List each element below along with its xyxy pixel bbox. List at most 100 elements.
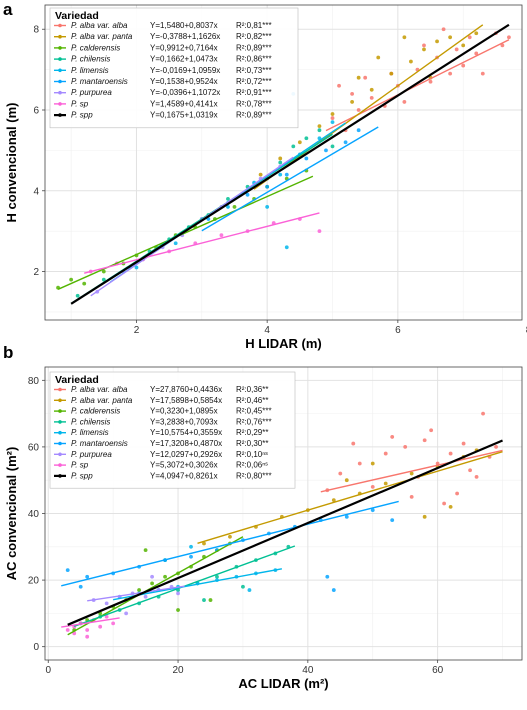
data-point — [474, 31, 479, 36]
data-point — [265, 205, 270, 209]
data-point — [331, 588, 336, 592]
legend-r2: R²:0,89*** — [236, 43, 272, 52]
data-point — [304, 156, 309, 161]
legend-series-name: P. purpurea — [71, 88, 112, 97]
legend-r2: R²:0,46** — [236, 396, 268, 405]
data-point — [85, 634, 90, 639]
data-point — [189, 544, 193, 549]
legend-title: Variedad — [55, 374, 99, 386]
legend-equation: Y=-0,0396+1,1072x — [150, 88, 220, 97]
legend-equation: Y=17,3208+0,4870x — [150, 439, 222, 448]
y-tick-label: 60 — [28, 442, 40, 453]
data-point — [376, 55, 381, 60]
data-point — [455, 491, 460, 496]
data-point — [422, 514, 427, 519]
legend-key-dot — [58, 452, 62, 457]
data-point — [481, 411, 485, 416]
x-tick-label: 60 — [432, 665, 444, 676]
data-point — [357, 461, 362, 466]
y-tick-label: 20 — [28, 576, 40, 587]
data-point — [442, 501, 447, 506]
data-point — [284, 172, 289, 177]
x-tick-label: 4 — [264, 325, 270, 336]
legend-key-dot — [58, 57, 62, 61]
data-point — [474, 474, 479, 479]
legend-title: Variedad — [55, 10, 99, 22]
legend-r2: R²:0,89*** — [236, 111, 272, 120]
legend-series-name: P. alba var. alba — [71, 21, 128, 30]
chart-panel-a: a 2 4 6 8 2 4 6 8 H LIDAR (m) H convencional (m) Va… — [3, 0, 527, 351]
data-point — [297, 140, 302, 145]
legend-key-dot — [58, 34, 62, 39]
data-point — [344, 514, 349, 519]
legend-r2: R²:0,80*** — [236, 471, 272, 480]
regression-line — [320, 449, 503, 493]
legend-equation: Y=1,5480+0,8037x — [150, 21, 218, 30]
data-point — [134, 265, 139, 270]
legend-r2: R²:0,06ⁿˢ — [236, 461, 268, 470]
data-point — [390, 435, 395, 439]
data-point — [189, 554, 193, 559]
legend-key-dot — [58, 387, 62, 392]
legend-box — [49, 7, 299, 129]
data-point — [370, 508, 375, 513]
legend-equation: Y=27,8760+0,4436x — [150, 385, 222, 394]
data-point — [150, 574, 154, 579]
data-point — [409, 471, 414, 476]
x-tick-label: 6 — [395, 325, 401, 336]
data-point — [265, 184, 270, 189]
data-point — [448, 71, 453, 76]
legend-series-name: P. alba var. alba — [71, 385, 128, 394]
legend-series-name: P. chilensis — [71, 417, 110, 426]
data-point — [291, 144, 296, 149]
data-point — [369, 87, 374, 92]
y-tick-label: 8 — [33, 25, 39, 36]
panel-letter: b — [3, 343, 13, 362]
data-point — [143, 594, 148, 599]
legend-series-name: P. alba var. panta — [71, 32, 133, 41]
legend-key-dot — [58, 420, 62, 424]
data-point — [461, 441, 466, 446]
legend-series-name: P. alba var. panta — [71, 396, 133, 405]
data-point — [247, 588, 252, 592]
legend-series-name: P. sp — [71, 461, 89, 470]
regression-line — [57, 175, 314, 290]
data-point — [104, 614, 109, 619]
data-point — [278, 172, 283, 177]
regression-line — [61, 500, 399, 587]
y-axis-title: H convencional (m) — [4, 103, 19, 223]
y-tick-label: 40 — [28, 509, 40, 520]
data-point — [104, 601, 109, 606]
legend-series-name: P. calderensis — [71, 407, 120, 416]
data-point — [448, 504, 453, 509]
data-point — [337, 83, 341, 88]
data-point — [208, 598, 213, 602]
data-point — [363, 75, 368, 80]
regression-line — [87, 585, 185, 602]
legend-r2: R²:0,81*** — [236, 21, 272, 30]
data-point — [343, 140, 348, 145]
legend-series-name: P. mantaroensis — [71, 439, 128, 448]
x-tick-label: 8 — [526, 325, 527, 336]
data-point — [69, 277, 74, 282]
chart-panel-b: b 0 20 40 60 0 20 40 60 80 AC LIDAR (m²) AC convenc… — [3, 343, 523, 691]
data-point — [507, 35, 511, 40]
data-point — [278, 160, 283, 165]
x-tick-label: 20 — [172, 665, 184, 676]
data-point — [258, 172, 263, 177]
data-point — [383, 481, 388, 486]
data-point — [202, 541, 206, 546]
data-point — [494, 445, 498, 449]
legend-key-dot — [58, 46, 62, 50]
data-point — [226, 196, 230, 201]
data-point — [369, 95, 374, 100]
data-point — [317, 128, 322, 133]
data-point — [409, 59, 413, 64]
y-tick-label: 80 — [28, 376, 40, 387]
legend-key-dot — [58, 430, 62, 435]
data-point — [454, 47, 459, 52]
data-point — [422, 43, 426, 48]
data-point — [202, 598, 206, 602]
data-point — [101, 269, 106, 274]
legend-equation: Y=3,2838+0,7093x — [150, 417, 218, 426]
